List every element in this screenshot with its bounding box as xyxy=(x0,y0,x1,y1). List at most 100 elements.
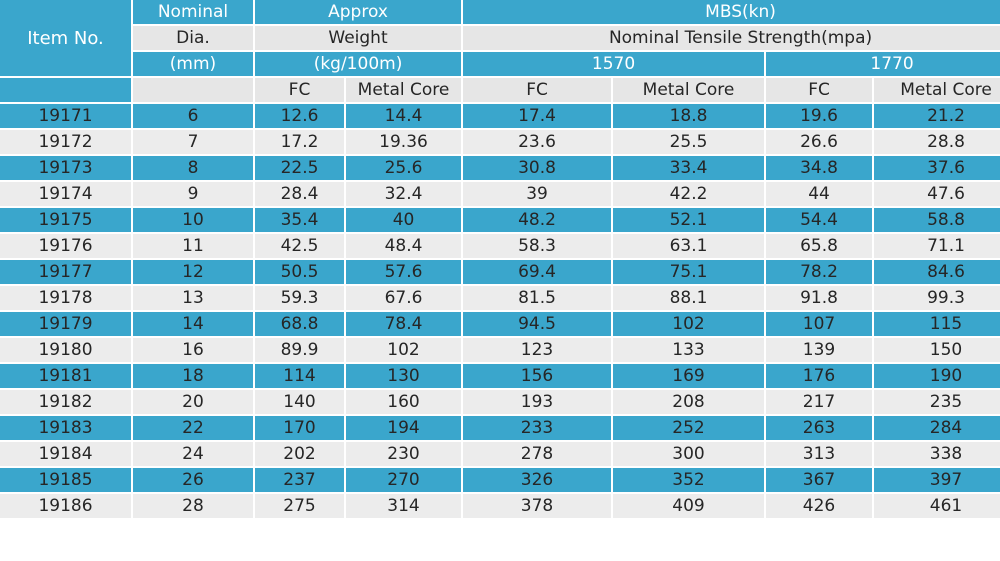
mbs1570-metal-core-cell: 42.2 xyxy=(613,182,765,206)
mbs1770-fc-cell: 26.6 xyxy=(766,130,873,154)
weight-fc-cell: 17.2 xyxy=(255,130,344,154)
mbs1570-metal-core-cell: 102 xyxy=(613,312,765,336)
mbs1770-metal-core-cell: 150 xyxy=(874,338,1000,362)
table-row: 19184 24 202 230 278 300 313 338 xyxy=(0,442,1000,466)
mbs1770-metal-core-cell: 338 xyxy=(874,442,1000,466)
mbs1770-fc-cell: 263 xyxy=(766,416,873,440)
mbs1770-fc-header: FC xyxy=(766,78,873,102)
mbs1770-metal-core-cell: 28.8 xyxy=(874,130,1000,154)
weight-metal-core-cell: 14.4 xyxy=(346,104,462,128)
dia-cell: 16 xyxy=(133,338,253,362)
weight-fc-cell: 140 xyxy=(255,390,344,414)
weight-metal-core-cell: 40 xyxy=(346,208,462,232)
table-row: 19178 13 59.3 67.6 81.5 88.1 91.8 99.3 xyxy=(0,286,1000,310)
mbs1770-metal-core-cell: 235 xyxy=(874,390,1000,414)
dia-cell: 22 xyxy=(133,416,253,440)
weight-metal-core-cell: 25.6 xyxy=(346,156,462,180)
table-row: 19186 28 275 314 378 409 426 461 xyxy=(0,494,1000,518)
mbs1570-fc-cell: 233 xyxy=(463,416,612,440)
mbs1570-metal-core-cell: 352 xyxy=(613,468,765,492)
item-no-cell: 19181 xyxy=(0,364,131,388)
mbs1570-metal-core-cell: 75.1 xyxy=(613,260,765,284)
mbs1570-fc-header: FC xyxy=(463,78,612,102)
kg-unit-header: (kg/100m) xyxy=(255,52,462,76)
dia-cell: 28 xyxy=(133,494,253,518)
mbs1570-fc-cell: 326 xyxy=(463,468,612,492)
header-row-1: Item No. Nominal Approx MBS(kn) xyxy=(0,0,1000,76)
weight-fc-cell: 89.9 xyxy=(255,338,344,362)
mbs1770-metal-core-cell: 84.6 xyxy=(874,260,1000,284)
table-row: 19185 26 237 270 326 352 367 397 xyxy=(0,468,1000,492)
weight-metal-core-cell: 314 xyxy=(346,494,462,518)
dia-cell: 14 xyxy=(133,312,253,336)
mbs1770-fc-cell: 34.8 xyxy=(766,156,873,180)
mbs1570-fc-cell: 94.5 xyxy=(463,312,612,336)
mbs1770-metal-core-cell: 37.6 xyxy=(874,156,1000,180)
dia-cell: 24 xyxy=(133,442,253,466)
weight-metal-core-cell: 130 xyxy=(346,364,462,388)
mbs1570-fc-cell: 378 xyxy=(463,494,612,518)
mbs1770-fc-cell: 65.8 xyxy=(766,234,873,258)
item-no-cell: 19186 xyxy=(0,494,131,518)
weight-fc-cell: 12.6 xyxy=(255,104,344,128)
strength-1570-header: 1570 xyxy=(463,52,765,76)
item-no-cell: 19182 xyxy=(0,390,131,414)
weight-fc-cell: 59.3 xyxy=(255,286,344,310)
mbs1570-metal-core-cell: 33.4 xyxy=(613,156,765,180)
mbs1570-metal-core-cell: 133 xyxy=(613,338,765,362)
item-no-header: Item No. xyxy=(0,0,131,76)
item-no-cell: 19174 xyxy=(0,182,131,206)
mbs1570-metal-core-cell: 169 xyxy=(613,364,765,388)
dia-cell: 11 xyxy=(133,234,253,258)
weight-fc-cell: 114 xyxy=(255,364,344,388)
mbs1570-metal-core-cell: 52.1 xyxy=(613,208,765,232)
mbs1570-metal-core-cell: 18.8 xyxy=(613,104,765,128)
weight-metal-core-cell: 102 xyxy=(346,338,462,362)
item-no-cell: 19176 xyxy=(0,234,131,258)
weight-fc-cell: 22.5 xyxy=(255,156,344,180)
item-no-cell: 19183 xyxy=(0,416,131,440)
mbs1770-metal-core-cell: 71.1 xyxy=(874,234,1000,258)
dia-cell: 10 xyxy=(133,208,253,232)
weight-fc-cell: 42.5 xyxy=(255,234,344,258)
mbs1770-metal-core-cell: 58.8 xyxy=(874,208,1000,232)
item-no-cell: 19179 xyxy=(0,312,131,336)
mbs1770-fc-cell: 217 xyxy=(766,390,873,414)
item-no-cell: 19175 xyxy=(0,208,131,232)
mbs1770-fc-cell: 54.4 xyxy=(766,208,873,232)
dia-cell: 6 xyxy=(133,104,253,128)
table-row: 19183 22 170 194 233 252 263 284 xyxy=(0,416,1000,440)
mbs1570-metal-core-cell: 88.1 xyxy=(613,286,765,310)
weight-fc-cell: 50.5 xyxy=(255,260,344,284)
dia-cell: 9 xyxy=(133,182,253,206)
table-body: 19171 6 12.6 14.4 17.4 18.8 19.6 21.2 19172 7 17.2… xyxy=(0,104,1000,518)
weight-metal-core-cell: 270 xyxy=(346,468,462,492)
mbs1770-fc-cell: 19.6 xyxy=(766,104,873,128)
mbs1770-metal-core-cell: 115 xyxy=(874,312,1000,336)
mbs1570-metal-core-cell: 300 xyxy=(613,442,765,466)
nominal-header: Nominal xyxy=(133,0,253,24)
weight-metal-core-cell: 57.6 xyxy=(346,260,462,284)
mbs1570-fc-cell: 58.3 xyxy=(463,234,612,258)
dia-cell: 8 xyxy=(133,156,253,180)
weight-fc-cell: 237 xyxy=(255,468,344,492)
item-no-cell: 19185 xyxy=(0,468,131,492)
mbs1770-fc-cell: 139 xyxy=(766,338,873,362)
table-row: 19174 9 28.4 32.4 39 42.2 44 47.6 xyxy=(0,182,1000,206)
mm-unit-header: (mm) xyxy=(133,52,253,76)
mbs1570-fc-cell: 69.4 xyxy=(463,260,612,284)
item-no-cell: 19177 xyxy=(0,260,131,284)
weight-metal-core-cell: 230 xyxy=(346,442,462,466)
weight-fc-cell: 202 xyxy=(255,442,344,466)
dia-cell: 13 xyxy=(133,286,253,310)
dia-header-blank xyxy=(133,78,253,102)
approx-header: Approx xyxy=(255,0,462,24)
mbs1770-fc-cell: 78.2 xyxy=(766,260,873,284)
item-no-cell: 19178 xyxy=(0,286,131,310)
weight-metal-core-cell: 67.6 xyxy=(346,286,462,310)
weight-fc-cell: 170 xyxy=(255,416,344,440)
header-row-2: Dia. Weight Nominal Tensile Strength(mpa… xyxy=(0,26,1000,50)
mbs1570-metal-core-cell: 25.5 xyxy=(613,130,765,154)
table-row: 19180 16 89.9 102 123 133 139 150 xyxy=(0,338,1000,362)
strength-1770-header: 1770 xyxy=(766,52,1000,76)
